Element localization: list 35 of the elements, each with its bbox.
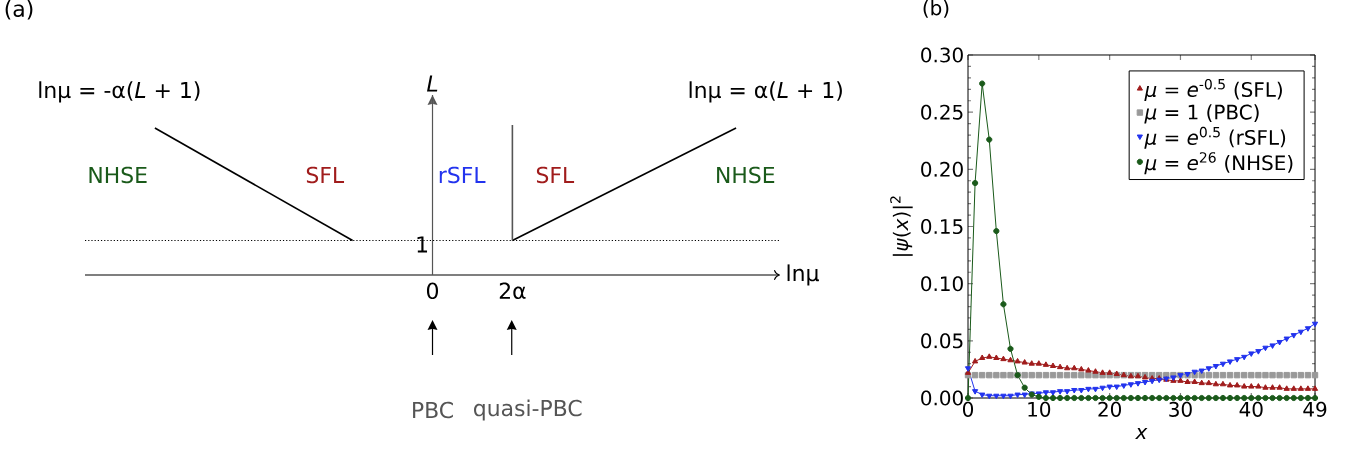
annotation: 1 xyxy=(417,236,428,253)
y-tick-label: 0.05 xyxy=(921,333,963,349)
legend-label: μ = e$^{0.5}$ (rSFL) xyxy=(1144,126,1286,149)
annotation: lnμ = -α(L + 1) xyxy=(39,81,200,103)
x-tick-label: 10 xyxy=(1028,401,1051,417)
x-tick-label: 2α xyxy=(499,282,526,300)
x-tick-label: 20 xyxy=(1098,401,1121,417)
legend-label: μ = e$^{26}$ (NHSE) xyxy=(1144,152,1293,175)
legend-label: μ = e$^{-0.5}$ (SFL) xyxy=(1144,78,1282,101)
chart-title: (b) xyxy=(923,0,949,18)
y-tick-label: 0.00 xyxy=(921,390,963,406)
y-tick-label: 0.10 xyxy=(921,276,963,292)
x-axis-title: lnμ xyxy=(787,264,819,286)
y-tick-label: 0.15 xyxy=(921,218,963,235)
annotation: lnμ = α(L + 1) xyxy=(689,81,842,103)
annotation: SFL xyxy=(536,166,575,184)
x-tick-label: 40 xyxy=(1239,401,1263,417)
x-tick-label: 0 xyxy=(962,401,974,417)
y-tick-label: 0.25 xyxy=(921,104,963,120)
x-tick-label: 0 xyxy=(426,282,439,300)
x-tick-label: 30 xyxy=(1169,401,1192,417)
x-axis-title: x xyxy=(1135,428,1148,439)
legend-label: μ = 1 (PBC) xyxy=(1144,104,1259,124)
y-tick-label: 0.30 xyxy=(921,47,963,63)
annotation: NHSE xyxy=(89,166,147,184)
chart-title: (a) xyxy=(5,0,33,20)
annotation: SFL xyxy=(306,166,345,184)
text: PBC xyxy=(413,401,453,419)
y-tick-label: 0.20 xyxy=(921,161,963,177)
y-axis-title: |ψ(x)|$^{2}$ xyxy=(890,196,913,256)
annotation: rSFL xyxy=(439,166,486,184)
y-axis-title: L xyxy=(426,75,438,92)
text: quasi-PBC xyxy=(474,399,582,421)
annotation: NHSE xyxy=(717,166,775,184)
x-tick-label: 49 xyxy=(1303,401,1327,417)
